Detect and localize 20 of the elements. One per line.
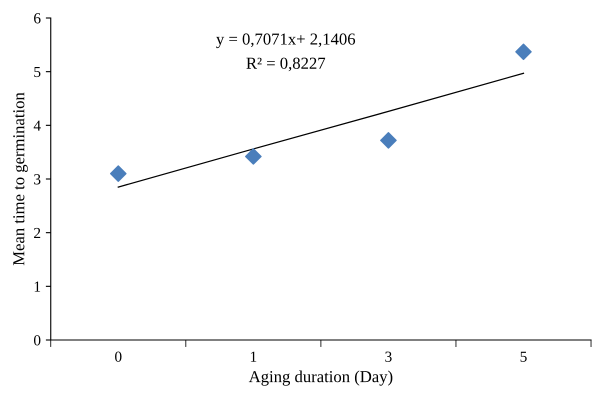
annotation: y = 0,7071x+ 2,1406 [216,33,356,48]
x-tick-label: 0 [115,352,122,362]
y-tick-label: 6 [34,13,41,24]
y-tick-label: 5 [34,66,40,78]
point [380,132,397,149]
point [245,148,262,165]
x-axis-title: Aging duration (Day) [248,370,392,386]
x-tick-label: 1 [250,352,256,362]
y-tick-label: 2 [34,228,40,238]
point [515,44,532,60]
y-tick-label: 0 [34,335,40,346]
x-tick-label: 3 [385,352,392,362]
y-tick-label: 3 [34,174,40,184]
y-tick-label: 4 [34,120,41,131]
y-tick-label: 1 [34,282,40,292]
line-series [118,72,524,188]
point [110,165,127,182]
x-tick-label: 5 [520,352,527,362]
annotation: R² = 0,8227 [246,58,326,72]
y-axis-title: Mean time to germination [13,92,28,266]
